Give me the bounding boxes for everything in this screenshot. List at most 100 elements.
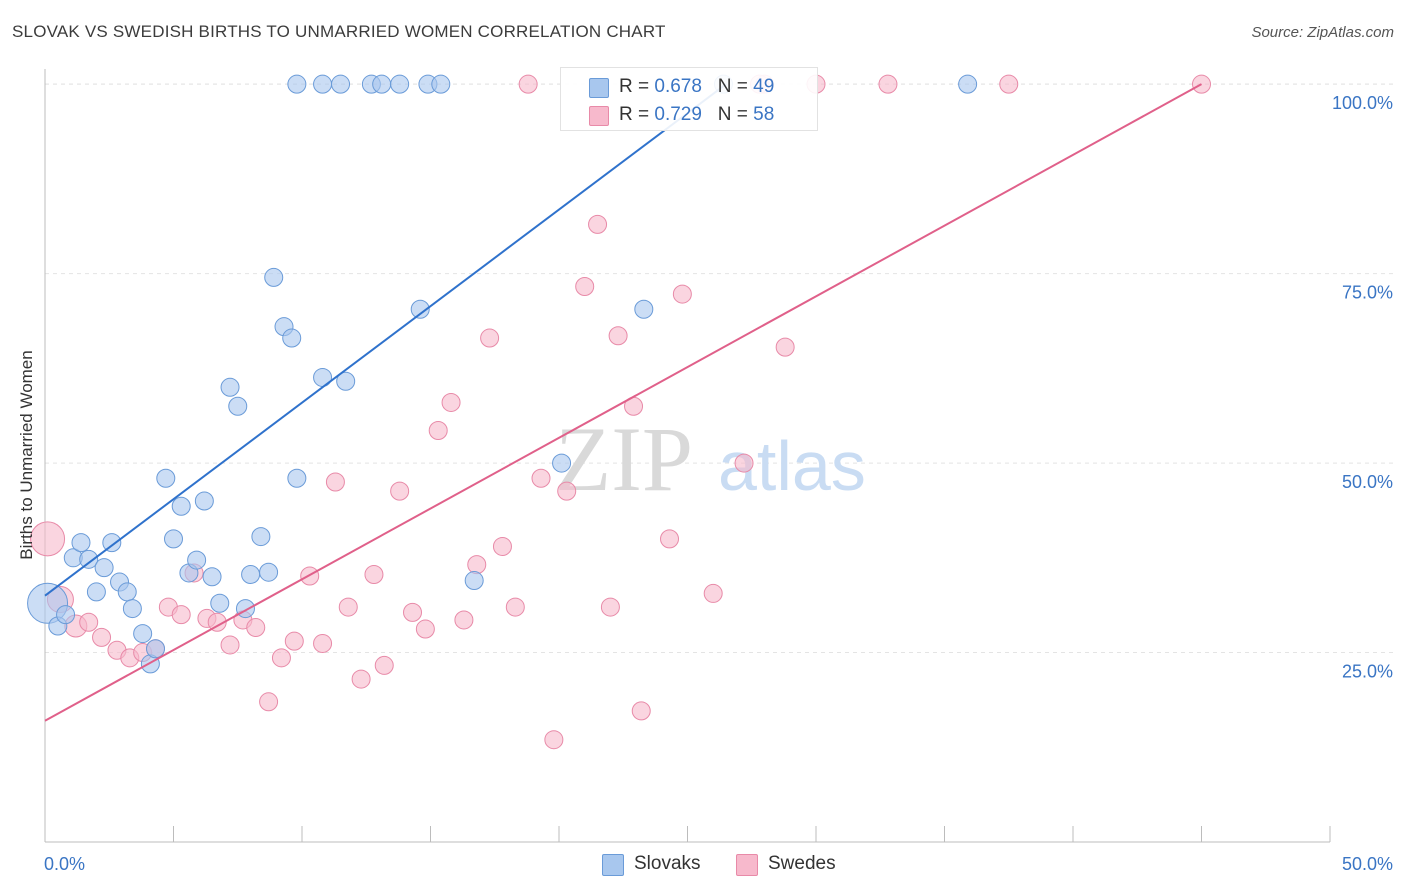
legend-n-label: N = bbox=[717, 104, 754, 125]
bottom-label-swedes: Swedes bbox=[768, 853, 836, 874]
slovaks-point-24 bbox=[228, 396, 248, 416]
slovaks-point-21 bbox=[202, 567, 222, 587]
swedes-point-46 bbox=[631, 701, 651, 721]
slovaks-point-7 bbox=[94, 558, 114, 578]
slovaks-point-39 bbox=[372, 74, 392, 94]
slovaks-point-16 bbox=[164, 529, 183, 549]
swedes-point-47 bbox=[660, 529, 680, 549]
stats-legend: R = 0.678 N = 49 R = 0.729 N = 58 bbox=[560, 67, 818, 131]
legend-swatch-swedes bbox=[589, 106, 609, 126]
swedes-point-16 bbox=[246, 618, 266, 638]
y-axis-label: Births to Unmarried Women bbox=[17, 350, 36, 559]
legend-r-label: R = bbox=[619, 76, 655, 97]
slovaks-point-31 bbox=[282, 328, 302, 348]
swedes-point-49 bbox=[703, 583, 723, 603]
y-tick-label-2: 75.0% bbox=[1342, 283, 1393, 303]
swedes-point-21 bbox=[313, 633, 333, 653]
legend-text-swedes: R = 0.729 N = 58 bbox=[619, 100, 774, 130]
slovaks-point-36 bbox=[313, 74, 333, 94]
watermark-zip: ZIP bbox=[555, 408, 693, 510]
swedes-point-0 bbox=[30, 521, 66, 557]
swedes-point-41 bbox=[575, 277, 595, 297]
slovaks-point-10 bbox=[117, 582, 137, 602]
swedes-point-27 bbox=[390, 481, 410, 501]
x-tick-label-min: 0.0% bbox=[44, 854, 85, 874]
swedes-point-26 bbox=[374, 655, 394, 675]
slovaks-point-40 bbox=[390, 74, 410, 94]
swedes-point-50 bbox=[734, 453, 754, 473]
slovaks-point-35 bbox=[287, 74, 307, 94]
slovaks-trend-line bbox=[44, 83, 727, 597]
swedes-point-3 bbox=[79, 612, 99, 632]
slovaks-point-28 bbox=[259, 562, 279, 582]
legend-n-slovaks: 49 bbox=[753, 76, 775, 97]
slovaks-point-15 bbox=[156, 468, 176, 488]
slovaks-point-12 bbox=[133, 624, 153, 644]
legend-text-slovaks: R = 0.678 N = 49 bbox=[619, 72, 774, 102]
swedes-point-18 bbox=[271, 648, 291, 668]
swedes-point-35 bbox=[492, 536, 512, 556]
slovaks-point-2 bbox=[56, 605, 76, 625]
swedes-point-30 bbox=[428, 420, 448, 440]
swedes-point-34 bbox=[480, 328, 500, 348]
legend-r-slovaks: 0.678 bbox=[654, 76, 702, 97]
swedes-point-52 bbox=[775, 337, 795, 357]
legend-r-label: R = bbox=[619, 104, 655, 125]
slovaks-point-11 bbox=[122, 599, 142, 619]
trend-layer bbox=[44, 83, 1202, 722]
slovaks-point-43 bbox=[410, 299, 430, 319]
legend-r-swedes: 0.729 bbox=[654, 104, 702, 125]
swedes-point-55 bbox=[999, 74, 1019, 94]
legend-n-swedes: 58 bbox=[753, 104, 775, 125]
slovaks-point-44 bbox=[464, 571, 484, 591]
slovaks-point-14 bbox=[146, 639, 166, 659]
swedes-point-13 bbox=[207, 612, 227, 632]
slovaks-point-34 bbox=[336, 371, 356, 391]
swedes-point-31 bbox=[441, 392, 461, 412]
swedes-point-39 bbox=[544, 730, 564, 750]
swedes-point-17 bbox=[259, 692, 279, 712]
slovaks-point-45 bbox=[552, 453, 572, 473]
slovaks-point-48 bbox=[958, 74, 978, 94]
swedes-point-14 bbox=[220, 635, 240, 655]
swedes-point-28 bbox=[403, 602, 423, 622]
slovaks-point-26 bbox=[241, 564, 261, 584]
swedes-point-43 bbox=[600, 597, 620, 617]
legend-n-label: N = bbox=[717, 76, 754, 97]
slovaks-point-42 bbox=[431, 74, 451, 94]
swedes-point-37 bbox=[518, 74, 538, 94]
bottom-swatch-swedes bbox=[736, 854, 758, 876]
swedes-point-36 bbox=[505, 597, 525, 617]
swedes-point-10 bbox=[171, 605, 191, 625]
swedes-point-40 bbox=[557, 481, 577, 501]
swedes-trend-line bbox=[44, 83, 1202, 722]
slovaks-point-27 bbox=[251, 527, 271, 547]
bottom-swatch-slovaks bbox=[602, 854, 624, 876]
swedes-point-22 bbox=[325, 472, 345, 492]
swedes-point-42 bbox=[588, 214, 608, 234]
points-layer bbox=[27, 74, 1211, 750]
slovaks-point-46 bbox=[634, 299, 654, 319]
slovaks-point-23 bbox=[220, 377, 240, 397]
y-tick-label-3: 100.0% bbox=[1332, 93, 1393, 113]
bottom-label-slovaks: Slovaks bbox=[634, 853, 701, 874]
slovaks-point-17 bbox=[171, 496, 191, 516]
y-tick-label-0: 25.0% bbox=[1342, 662, 1393, 682]
swedes-point-48 bbox=[672, 284, 692, 304]
swedes-point-38 bbox=[531, 468, 551, 488]
swedes-point-25 bbox=[364, 564, 384, 584]
slovaks-point-8 bbox=[102, 533, 122, 553]
y-tick-label-1: 50.0% bbox=[1342, 472, 1393, 492]
swedes-point-54 bbox=[878, 74, 898, 94]
swedes-point-19 bbox=[284, 631, 304, 651]
legend-swatch-slovaks bbox=[589, 78, 609, 98]
swedes-point-23 bbox=[338, 597, 358, 617]
chart-source: Source: ZipAtlas.com bbox=[1251, 24, 1394, 41]
axis-layer: 25.0% 50.0% 75.0% 100.0% bbox=[44, 69, 1393, 843]
slovaks-point-33 bbox=[313, 367, 333, 387]
slovaks-point-22 bbox=[210, 593, 230, 613]
swedes-point-29 bbox=[415, 619, 435, 639]
swedes-point-44 bbox=[608, 326, 628, 346]
slovaks-point-6 bbox=[86, 582, 106, 602]
swedes-point-33 bbox=[467, 555, 487, 575]
